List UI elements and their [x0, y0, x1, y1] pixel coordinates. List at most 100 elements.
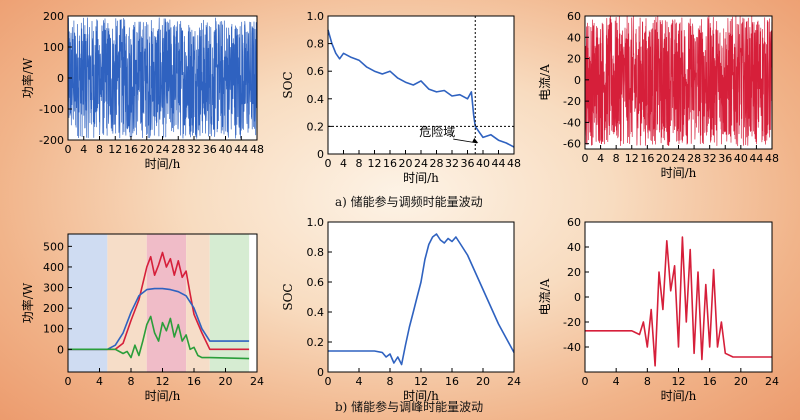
x-axis-label: 时间/h	[145, 389, 181, 403]
x-tick-label: 8	[387, 375, 394, 388]
danger-zone-arrow	[453, 138, 478, 144]
x-tick-label: 8	[356, 157, 363, 170]
x-tick-label: 4	[80, 143, 87, 156]
x-tick-label: 36	[718, 152, 732, 165]
y-tick-label: 60	[567, 10, 581, 23]
series-line	[585, 236, 772, 367]
x-axis-label: 时间/h	[145, 157, 181, 171]
y-tick-label: 0	[57, 72, 64, 85]
y-axis-label: SOC	[281, 283, 295, 310]
x-tick-label: 8	[613, 152, 620, 165]
y-tick-label: -20	[563, 95, 581, 108]
x-tick-label: 36	[203, 143, 217, 156]
x-tick-label: 16	[383, 157, 397, 170]
y-tick-label: 0.4	[307, 93, 325, 106]
y-tick-label: -200	[39, 134, 64, 147]
x-tick-label: 12	[156, 375, 170, 388]
x-axis-label: 时间/h	[661, 166, 697, 180]
x-tick-label: 24	[765, 375, 779, 388]
plot-area	[328, 16, 514, 154]
y-tick-label: 400	[43, 261, 64, 274]
x-tick-label: 4	[340, 157, 347, 170]
x-tick-label: 12	[414, 375, 428, 388]
y-tick-label: 0.6	[307, 65, 325, 78]
x-axis-label: 时间/h	[661, 389, 697, 403]
x-tick-label: 0	[325, 375, 332, 388]
x-tick-label: 0	[65, 143, 72, 156]
x-tick-label: 20	[399, 157, 413, 170]
x-tick-label: 16	[187, 375, 201, 388]
x-tick-label: 32	[187, 143, 201, 156]
chart-ps-current: 0 4 8 12 16 20 24 -40 -20 0 20 40 60 时间/h 电流/A	[538, 216, 779, 403]
y-axis-label: 电流/A	[538, 64, 552, 101]
x-tick-label: 24	[414, 157, 428, 170]
x-tick-label: 36	[461, 157, 475, 170]
x-tick-label: 24	[156, 143, 170, 156]
y-tick-label: -100	[39, 103, 64, 116]
x-tick-label: 20	[656, 152, 670, 165]
chart-fm-current: 0 4 8 12 16 20 24 28 32 36 40 44 48-60-40-200204060时…	[538, 10, 779, 180]
y-tick-label: 100	[43, 41, 64, 54]
x-tick-label: 44	[492, 157, 506, 170]
series-line	[68, 287, 250, 351]
plot-area	[585, 222, 772, 372]
x-tick-label: 20	[140, 143, 154, 156]
x-tick-label: 12	[368, 157, 382, 170]
y-tick-label: 0.4	[307, 306, 325, 319]
danger-zone-arrowhead	[472, 137, 479, 143]
period-band	[146, 234, 187, 372]
y-tick-label: 20	[567, 266, 581, 279]
y-tick-label: 100	[43, 323, 64, 336]
x-tick-label: 4	[96, 375, 103, 388]
danger-zone-label: 危险域	[419, 124, 455, 139]
y-tick-label: 0	[57, 343, 64, 356]
chart-fm-power: 0 4 8 12 16 20 24 28 32 36 40 44 48-200-1000100200时间…	[20, 10, 264, 171]
y-axis-label: 电流/A	[538, 278, 552, 315]
x-tick-label: 4	[597, 152, 604, 165]
x-tick-label: 0	[582, 152, 589, 165]
y-axis-label: SOC	[281, 71, 295, 98]
x-tick-label: 28	[171, 143, 185, 156]
x-tick-label: 32	[445, 157, 459, 170]
x-tick-label: 20	[219, 375, 233, 388]
series-line	[584, 15, 773, 147]
series-line	[67, 17, 258, 139]
x-tick-label: 44	[749, 152, 763, 165]
y-tick-label: -60	[563, 138, 581, 151]
y-tick-label: -20	[563, 316, 581, 329]
x-tick-label: 40	[734, 152, 748, 165]
x-axis-label: 时间/h	[403, 171, 439, 185]
x-tick-label: 20	[734, 375, 748, 388]
x-tick-label: 24	[672, 152, 686, 165]
x-tick-label: 4	[356, 375, 363, 388]
x-tick-label: 16	[124, 143, 138, 156]
x-tick-label: 8	[128, 375, 135, 388]
y-tick-label: 0	[574, 74, 581, 87]
x-tick-label: 12	[672, 375, 686, 388]
period-band	[209, 234, 250, 372]
period-band	[68, 234, 108, 372]
x-tick-label: 32	[703, 152, 717, 165]
y-tick-label: 40	[567, 31, 581, 44]
y-tick-label: 300	[43, 282, 64, 295]
y-tick-label: -40	[563, 116, 581, 129]
caption-frequency-regulation: a) 储能参与调频时能量波动	[335, 195, 483, 209]
y-tick-label: 1.0	[307, 10, 325, 23]
y-tick-label: 1.0	[307, 216, 325, 229]
x-tick-label: 44	[234, 143, 248, 156]
y-tick-label: 0.8	[307, 38, 325, 51]
y-tick-label: 200	[43, 10, 64, 23]
x-tick-label: 24	[507, 375, 521, 388]
x-tick-label: 40	[476, 157, 490, 170]
y-tick-label: 0	[317, 148, 324, 161]
x-tick-label: 16	[703, 375, 717, 388]
x-tick-label: 16	[445, 375, 459, 388]
y-tick-label: 0	[574, 291, 581, 304]
x-tick-label: 28	[687, 152, 701, 165]
series-line	[327, 29, 515, 148]
chart-ps-power: 0 4 8 12 16 20 24 0 100 200 300 400 500 时间/h 功率/W	[20, 233, 264, 403]
x-tick-label: 8	[96, 143, 103, 156]
series-line	[68, 315, 250, 360]
